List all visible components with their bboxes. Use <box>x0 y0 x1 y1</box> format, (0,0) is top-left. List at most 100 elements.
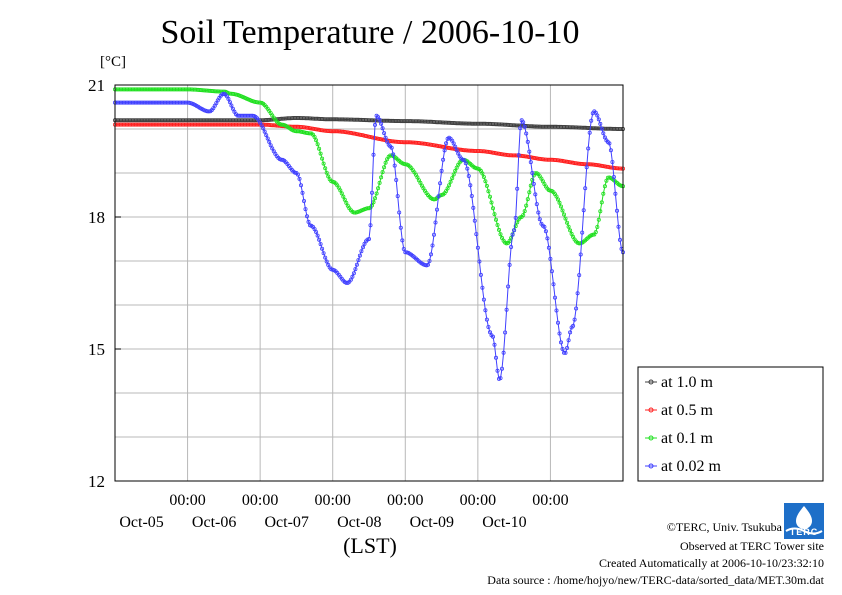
data-point <box>268 143 273 148</box>
y-ticks: 21 18 15 12 <box>88 76 121 491</box>
series-at-0-1-m <box>113 87 626 246</box>
data-point <box>596 217 601 222</box>
data-point <box>431 232 436 237</box>
data-point <box>559 204 564 209</box>
data-point <box>475 245 480 250</box>
data-point <box>227 100 232 105</box>
data-point <box>447 183 452 188</box>
legend-label: at 0.5 m <box>661 402 714 419</box>
x-tick-time: 00:00 <box>387 492 423 509</box>
data-point <box>371 152 376 157</box>
data-point <box>490 334 495 339</box>
data-point <box>382 131 387 136</box>
data-point <box>537 217 542 222</box>
data-point <box>495 368 500 373</box>
data-point <box>487 330 492 335</box>
data-point <box>453 168 458 173</box>
data-point <box>472 218 477 223</box>
data-point <box>577 273 582 278</box>
data-point <box>601 131 606 136</box>
data-point <box>531 181 536 186</box>
data-point <box>484 183 489 188</box>
terc-logo-icon <box>784 503 824 539</box>
data-point <box>599 126 604 131</box>
y-tick-label: 15 <box>88 340 105 359</box>
data-point <box>545 236 550 241</box>
data-point <box>448 179 453 184</box>
data-point <box>509 244 514 249</box>
data-point <box>226 96 231 101</box>
data-point <box>480 285 485 290</box>
data-point <box>498 376 503 381</box>
data-point <box>369 190 374 195</box>
data-point <box>451 141 456 146</box>
x-tick-date: Oct-08 <box>337 514 381 531</box>
data-point <box>383 135 388 140</box>
data-point <box>298 183 303 188</box>
x-axis-label: (LST) <box>343 533 397 558</box>
data-point <box>354 262 359 267</box>
data-point <box>318 242 323 247</box>
data-point <box>321 251 326 256</box>
data-point <box>315 142 320 147</box>
data-point <box>379 175 384 180</box>
data-point <box>487 194 492 199</box>
data-point <box>571 323 576 328</box>
x-tick-date: Oct-07 <box>264 514 308 531</box>
data-point <box>499 366 504 371</box>
grid <box>115 85 623 481</box>
data-point <box>397 210 402 215</box>
data-point <box>496 227 501 232</box>
legend-label: at 1.0 m <box>661 374 714 391</box>
legend-entry: at 1.0 m <box>645 374 714 391</box>
data-point <box>593 230 598 235</box>
data-point <box>377 117 382 122</box>
data-point <box>430 243 435 248</box>
x-tick-date: Oct-09 <box>410 514 454 531</box>
data-point <box>516 152 521 157</box>
series-layer <box>113 87 626 381</box>
data-point <box>314 138 319 143</box>
data-point <box>439 168 444 173</box>
data-point <box>400 238 405 243</box>
data-point <box>259 123 264 128</box>
data-point <box>565 220 570 225</box>
series-at-0-5-m <box>113 122 626 171</box>
x-tick-date: Oct-05 <box>119 514 163 531</box>
data-point <box>374 191 379 196</box>
data-point <box>301 198 306 203</box>
data-point <box>563 350 568 355</box>
chart-title: Soil Temperature / 2006-10-10 <box>160 14 580 51</box>
data-point <box>598 121 603 126</box>
x-tick-date: Oct-06 <box>192 514 236 531</box>
legend-label: at 0.02 m <box>661 458 722 475</box>
data-point <box>566 338 571 343</box>
data-point <box>549 269 554 274</box>
data-point <box>563 216 568 221</box>
data-point <box>525 197 530 202</box>
data-point <box>356 258 361 263</box>
data-point <box>462 158 467 163</box>
data-point <box>548 256 553 261</box>
data-point <box>574 306 579 311</box>
data-point <box>486 189 491 194</box>
data-point <box>543 229 548 234</box>
data-point <box>318 151 323 156</box>
x-tick-time: 00:00 <box>169 492 205 509</box>
data-point <box>613 191 618 196</box>
data-point <box>265 136 270 141</box>
data-point <box>376 186 381 191</box>
data-point <box>565 345 570 350</box>
data-point <box>436 194 441 199</box>
legend-label: at 0.1 m <box>661 430 714 447</box>
data-point <box>477 259 482 264</box>
data-point <box>441 157 446 162</box>
data-point <box>469 193 474 198</box>
y-unit-label: [°C] <box>100 54 126 70</box>
data-point <box>601 191 606 196</box>
data-point <box>616 224 621 229</box>
data-point <box>568 228 573 233</box>
data-point <box>518 126 523 131</box>
data-point <box>451 172 456 177</box>
data-point <box>369 203 374 208</box>
